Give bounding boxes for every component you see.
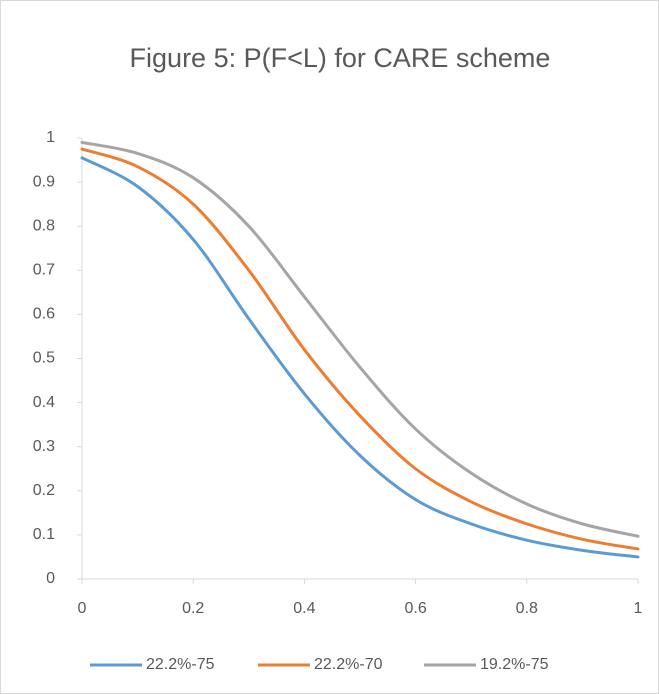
x-tick-label: 0.4: [293, 600, 315, 617]
y-tick-label: 0.3: [33, 438, 55, 455]
legend-label: 22.2%-75: [146, 656, 215, 673]
y-tick-label: 0.8: [33, 217, 55, 234]
y-tick-label: 0.9: [33, 173, 55, 190]
x-tick-label: 0.6: [404, 600, 426, 617]
series-line: [80, 147, 640, 551]
y-tick-label: 0.5: [33, 350, 55, 367]
chart-title: Figure 5: P(F<L) for CARE scheme: [130, 43, 551, 73]
y-tick-label: 0: [46, 570, 55, 587]
x-tick-label: 1: [634, 600, 643, 617]
legend-label: 22.2%-70: [314, 656, 383, 673]
y-tick-label: 0.1: [33, 526, 55, 543]
x-tick-label: 0.2: [182, 600, 204, 617]
series-line: [80, 140, 640, 538]
legend-label: 19.2%-75: [480, 656, 549, 673]
y-tick-label: 0.4: [33, 394, 55, 411]
series-line: [80, 156, 640, 559]
y-tick-label: 0.2: [33, 482, 55, 499]
x-tick-label: 0: [78, 600, 87, 617]
y-tick-label: 0.6: [33, 306, 55, 323]
y-tick-label: 1: [46, 129, 55, 146]
x-tick-label: 0.8: [516, 600, 538, 617]
y-tick-label: 0.7: [33, 262, 55, 279]
